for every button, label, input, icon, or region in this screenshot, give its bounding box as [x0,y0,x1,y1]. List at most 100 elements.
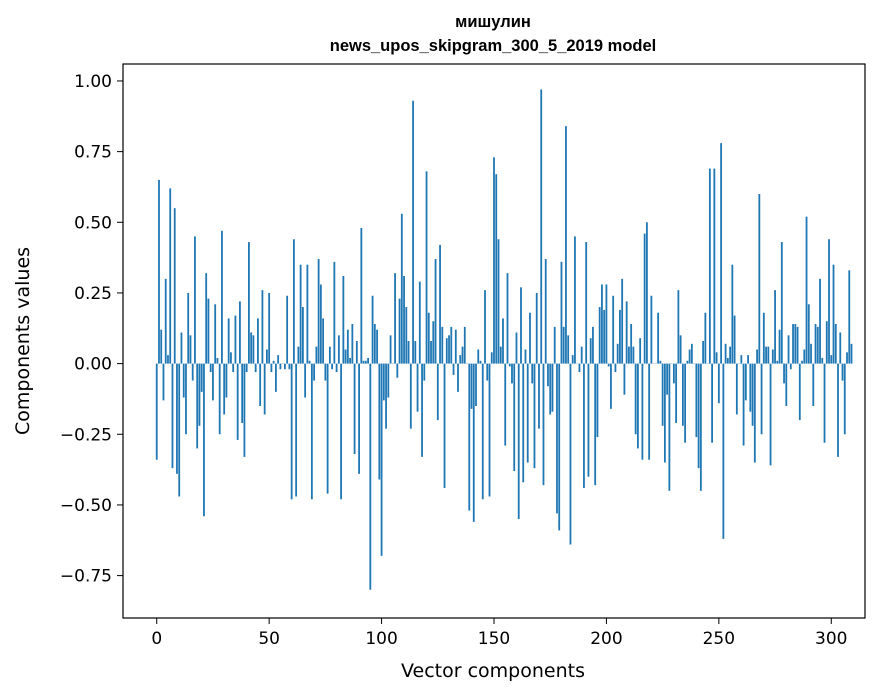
bar [454,329,457,364]
bar [828,239,830,364]
bar [742,363,745,446]
bar [257,318,259,364]
bar [592,326,594,364]
bar [589,338,592,364]
bar [850,343,853,364]
chart-title-line-1: мишулин [455,13,531,31]
bar [225,363,228,398]
bar [342,275,345,364]
bar [672,363,675,384]
bar [823,363,826,443]
bar [232,363,235,373]
bar [279,363,282,370]
bar [607,363,610,367]
bar [385,363,387,429]
bar [614,363,617,373]
bar [317,259,320,364]
bar [535,292,538,364]
bar [205,273,208,364]
bar [261,290,264,364]
bar [538,363,540,429]
bar [421,363,423,457]
bar [515,332,518,364]
bar [158,179,160,364]
bar [272,360,275,364]
bar [605,284,608,364]
bar [416,363,419,412]
bar [394,273,396,364]
bar [430,341,432,364]
bar [227,318,230,364]
bar [574,236,576,364]
bar [299,264,302,364]
bar [717,363,720,404]
bar [666,363,669,395]
bar [223,363,226,415]
bar [155,363,158,460]
bar [200,363,203,392]
bar [436,363,439,421]
bar [708,168,711,364]
bar [848,270,851,364]
bar [621,278,624,364]
bar [171,363,174,469]
bar [239,301,241,364]
bar [187,292,190,364]
bar [481,363,484,500]
bar [268,292,271,364]
x-tick-label: 200 [590,629,622,649]
bar [785,363,788,407]
bar [180,332,183,364]
x-tick-label: 250 [703,629,735,649]
bar [540,89,543,364]
bar [641,363,644,460]
bar [207,298,210,364]
bar [337,335,340,364]
bar [697,363,700,469]
bar [517,363,520,520]
bar [724,343,727,364]
bar [812,363,815,407]
bar [286,295,289,364]
bar [418,281,421,364]
bar [767,346,770,364]
bar [479,360,482,364]
bar [477,349,480,364]
bar [360,227,363,364]
bar [439,244,441,364]
bar [524,349,527,364]
bar [798,363,801,421]
bar [747,355,749,364]
bar [760,363,763,435]
bar [241,363,244,423]
bar [445,338,448,364]
bar [810,343,812,364]
x-tick-label: 300 [815,629,847,649]
bar [688,349,691,364]
bar [549,363,552,415]
bar [837,363,839,457]
bar [562,326,565,364]
bar [369,363,372,590]
bar [486,363,489,381]
bar [461,346,464,364]
bar [326,363,329,494]
bar [814,324,817,364]
x-tick-label: 50 [258,629,280,649]
bar [448,335,450,364]
bar [387,363,390,398]
bars-group [155,89,853,590]
bar [522,363,525,483]
x-tick-label: 150 [478,629,510,649]
bar [209,363,212,373]
bar [160,329,163,364]
bar [695,363,698,438]
bar [173,208,176,364]
bar [335,363,338,373]
bar [185,363,187,435]
bar [668,363,671,491]
bar [234,315,237,364]
bar [214,304,217,364]
bar [468,363,471,511]
bar [405,307,408,364]
